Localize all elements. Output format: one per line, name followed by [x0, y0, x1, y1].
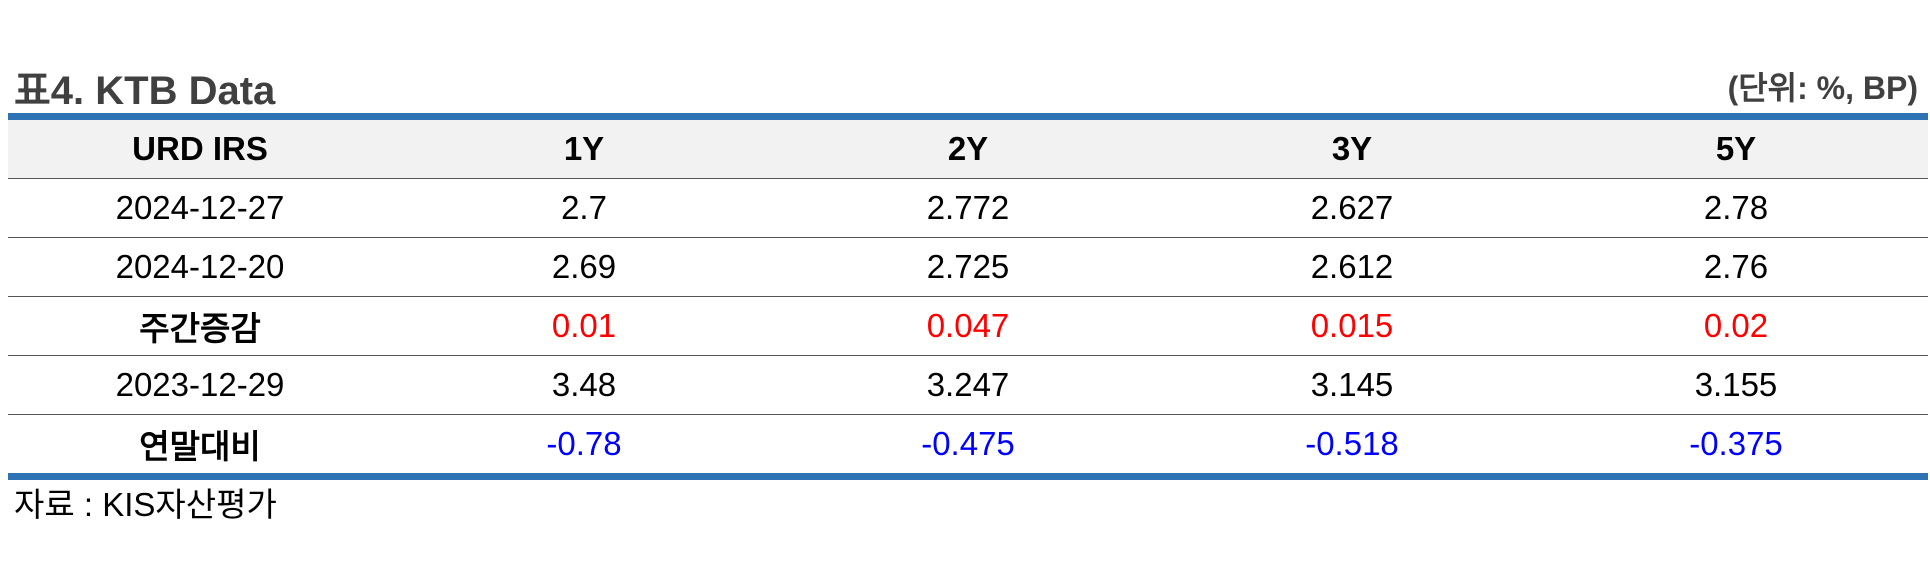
row-label: 2024-12-27: [8, 178, 392, 238]
header-3y: 3Y: [1160, 116, 1544, 179]
ktb-data-table-wrapper: URD IRS 1Y 2Y 3Y 5Y 2024-12-27 2.7 2.772…: [8, 113, 1928, 480]
table-row: 2024-12-27 2.7 2.772 2.627 2.78: [8, 178, 1928, 238]
row-label: 2023-12-29: [8, 355, 392, 415]
header-urd-irs: URD IRS: [8, 116, 392, 179]
table-row-weekly-change: 주간증감 0.01 0.047 0.015 0.02: [8, 296, 1928, 356]
table-row: 2024-12-20 2.69 2.725 2.612 2.76: [8, 237, 1928, 297]
cell-value: 2.772: [776, 178, 1160, 238]
header-row: URD IRS 1Y 2Y 3Y 5Y: [8, 116, 1928, 179]
cell-change-positive: 0.02: [1544, 296, 1928, 356]
cell-value: 2.612: [1160, 237, 1544, 297]
cell-change-negative: -0.475: [921, 425, 1015, 462]
header-2y: 2Y: [776, 116, 1160, 179]
table-title: 표4. KTB Data: [14, 69, 276, 113]
cell-value: 2.76: [1544, 237, 1928, 297]
row-label: 2024-12-20: [8, 237, 392, 297]
table-row: 2023-12-29 3.48 3.247 3.145 3.155: [8, 355, 1928, 415]
cell-value: 3.145: [1160, 355, 1544, 415]
cell-change-negative: -0.375: [1689, 425, 1783, 462]
cell-change-negative: -0.518: [1305, 425, 1399, 462]
cell-value: 2.627: [1160, 178, 1544, 238]
table-row-ytd-change: 연말대비 -0.78 -0.475 -0.518 -0.375: [8, 415, 1928, 477]
unit-label: (단위: %, BP): [1727, 70, 1918, 106]
header-1y: 1Y: [392, 116, 776, 179]
cell-value: 2.7: [392, 178, 776, 238]
source-note: 자료 : KIS자산평가: [14, 486, 277, 523]
cell-value: 3.247: [776, 355, 1160, 415]
ktb-data-table: URD IRS 1Y 2Y 3Y 5Y 2024-12-27 2.7 2.772…: [8, 113, 1928, 480]
cell-change-positive: 0.015: [1160, 296, 1544, 356]
header-5y: 5Y: [1544, 116, 1928, 179]
cell-change-positive: 0.047: [776, 296, 1160, 356]
cell-change-positive: 0.01: [392, 296, 776, 356]
row-label: 연말대비: [139, 428, 261, 465]
cell-value: 2.69: [392, 237, 776, 297]
cell-value: 3.48: [392, 355, 776, 415]
cell-value: 2.725: [776, 237, 1160, 297]
cell-value: 3.155: [1544, 355, 1928, 415]
cell-change-negative: -0.78: [546, 425, 622, 462]
row-label: 주간증감: [8, 296, 392, 356]
cell-value: 2.78: [1544, 178, 1928, 238]
